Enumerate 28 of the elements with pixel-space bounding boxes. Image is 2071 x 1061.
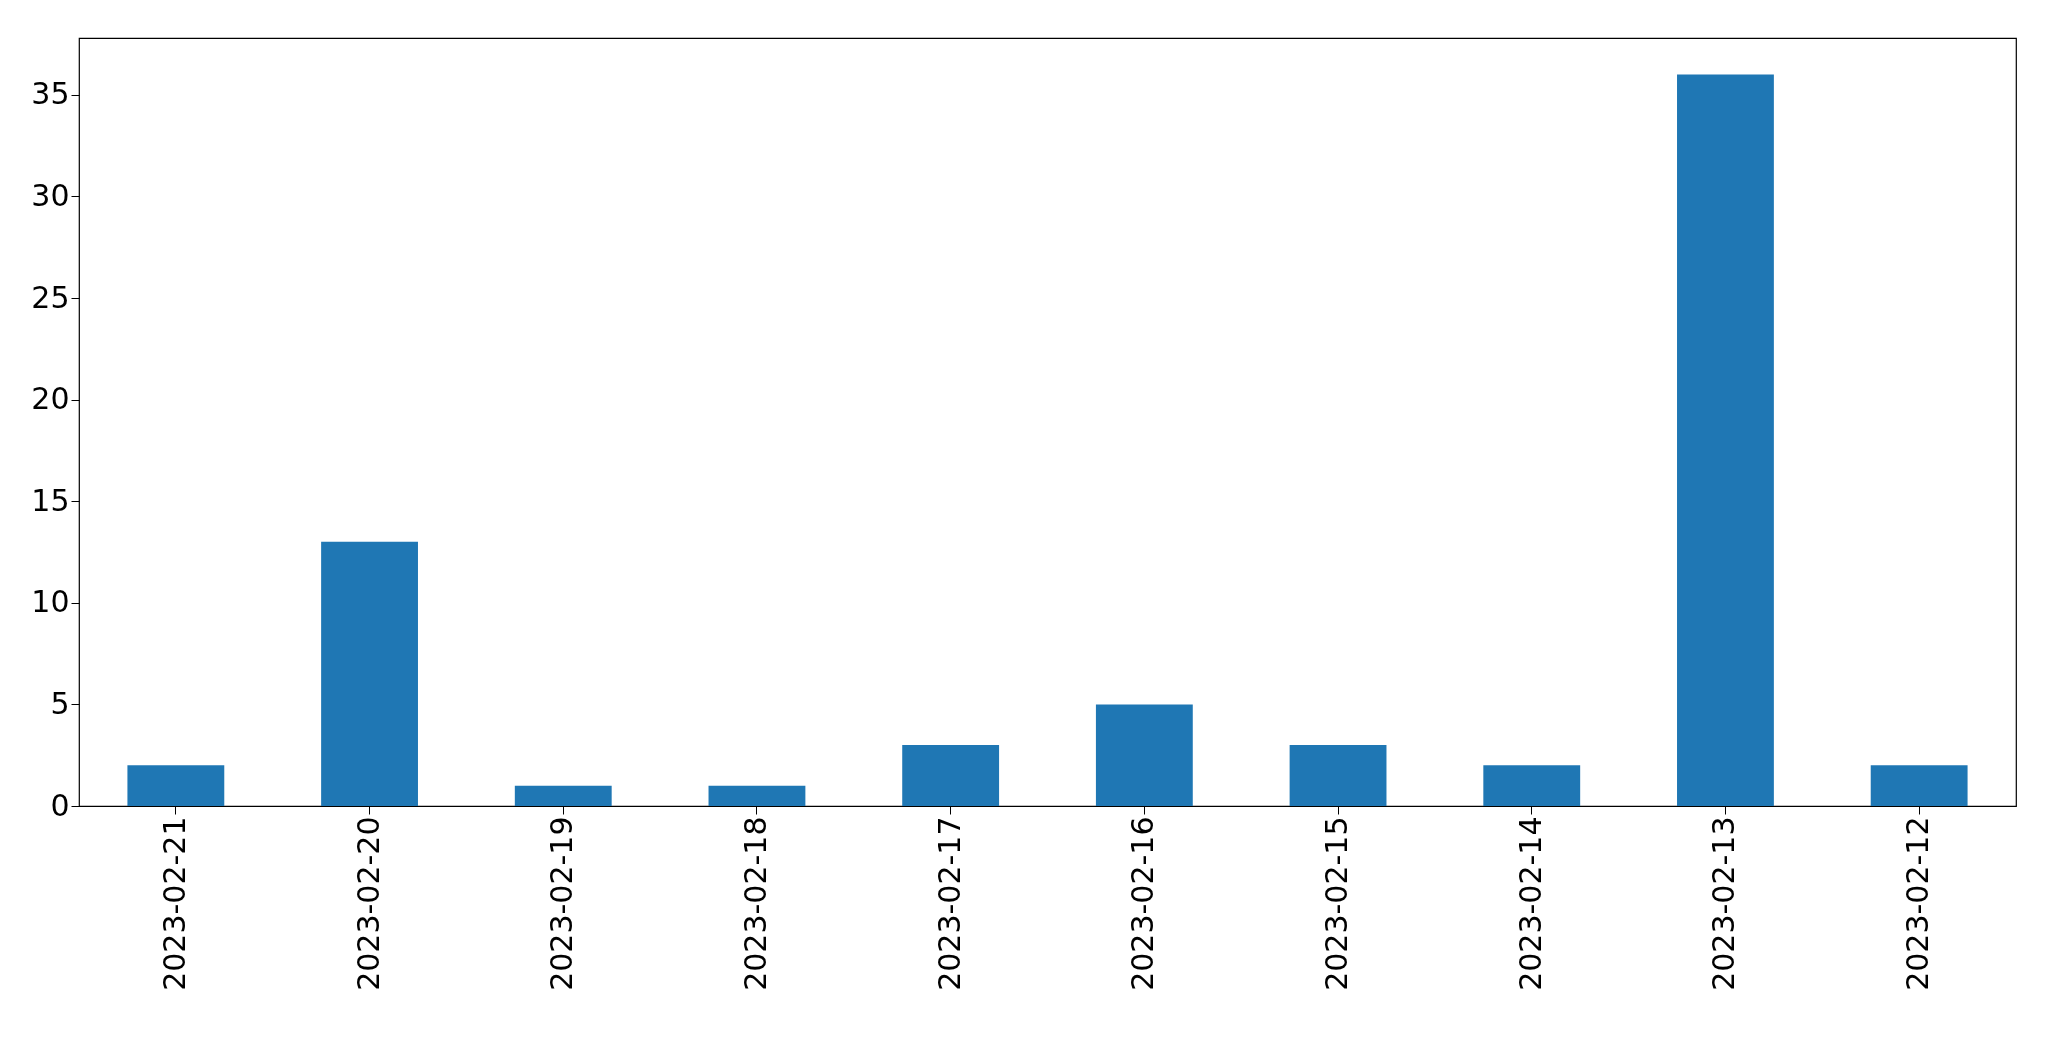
- bar: [1289, 745, 1387, 806]
- y-tick-label: 15: [31, 482, 70, 518]
- y-tick-label: 20: [31, 381, 70, 417]
- x-tick-label: 2023-02-21: [156, 816, 192, 991]
- x-tick-label: 2023-02-15: [1319, 816, 1355, 991]
- x-tick-label: 2023-02-12: [1900, 816, 1936, 991]
- y-tick-label: 5: [50, 685, 70, 721]
- bar: [1095, 704, 1193, 806]
- x-tick-label: 2023-02-20: [350, 816, 386, 991]
- x-tick-label: 2023-02-14: [1512, 816, 1548, 991]
- x-tick-label: 2023-02-18: [737, 816, 773, 991]
- x-tick-label: 2023-02-16: [1125, 816, 1161, 991]
- y-tick-label: 10: [31, 584, 70, 620]
- bar: [1870, 765, 1968, 806]
- bar: [902, 745, 1000, 806]
- y-tick-label: 0: [50, 787, 70, 823]
- x-tick-label: 2023-02-13: [1706, 816, 1742, 991]
- x-tick-label: 2023-02-17: [931, 816, 967, 991]
- bar: [127, 765, 225, 806]
- y-tick-label: 25: [31, 279, 70, 315]
- bar: [514, 785, 612, 806]
- bar: [1677, 74, 1774, 806]
- x-tick-label: 2023-02-19: [544, 816, 580, 991]
- bar: [321, 541, 418, 806]
- y-tick-label: 30: [31, 177, 70, 213]
- bar: [708, 785, 806, 806]
- bar: [1483, 765, 1581, 806]
- y-tick-label: 35: [31, 76, 70, 112]
